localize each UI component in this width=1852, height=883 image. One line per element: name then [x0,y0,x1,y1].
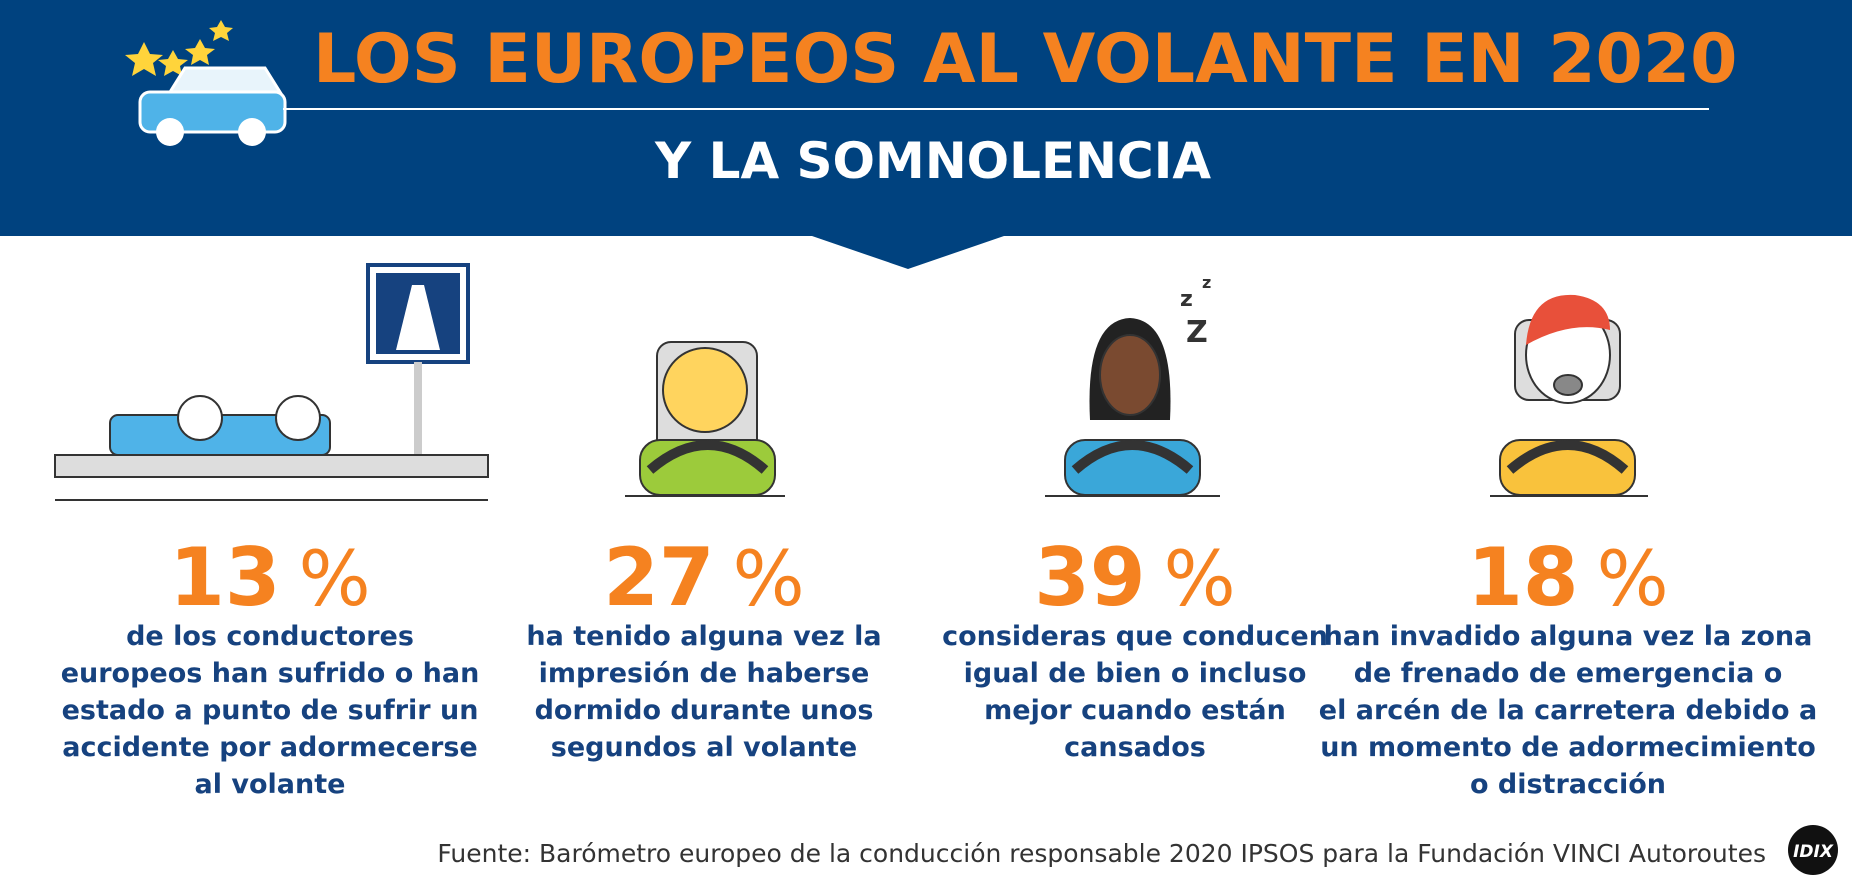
stat-percent: 18% [1467,531,1669,624]
header-notch [812,236,1004,269]
stat-value: 18 [1467,531,1578,624]
driver-distracted-icon [1490,294,1648,497]
stat-description-line: impresión de haberse [539,658,870,689]
stat-unit: % [299,534,371,623]
logo: IDIX [1793,842,1834,862]
stat-percent: 13% [169,531,371,624]
driver-sleeping-icon [625,341,785,497]
stat-description-line: el arcén de la carretera debido a [1319,695,1817,726]
stat-description-line: accidente por adormecerse [62,732,477,763]
svg-text:z: z [1180,287,1193,312]
source: Fuente: Barómetro europeo de la conducci… [437,839,1766,868]
stat-unit: % [1597,534,1669,623]
stat-description-line: al volante [195,769,346,800]
svg-text:Z: Z [1186,315,1208,350]
stat-value: 13 [169,531,280,624]
stat-description-line: segundos al volante [551,732,857,763]
stat-value: 39 [1034,531,1145,624]
stat-description-line: un momento de adormecimiento [1320,732,1816,763]
stat-percent: 27% [603,531,805,624]
stat-description-line: consideras que conducen [942,621,1328,652]
stat-unit: % [1164,534,1236,623]
stat-percent: 39% [1034,531,1236,624]
stat-description-line: de frenado de emergencia o [1354,658,1783,689]
stat-description-line: europeos han sufrido o han [61,658,480,689]
stat-description-line: mejor cuando están [984,695,1286,726]
stat-description-line: igual de bien o incluso [964,658,1307,689]
stat-description-line: de los conductores [126,621,414,652]
stat-description-line: o distracción [1470,769,1666,800]
stat-unit: % [733,534,805,623]
title: LOS EUROPEOS AL VOLANTE EN 2020 [313,20,1737,99]
road-icon [54,263,489,501]
header-car-icon [125,20,287,146]
svg-text:z: z [1202,273,1211,292]
stat-description-line: dormido durante unos [535,695,874,726]
header-band [0,0,1852,236]
stat-description-line: cansados [1064,732,1206,763]
stat-description-line: ha tenido alguna vez la [526,621,881,652]
stat-description-line: han invadido alguna vez la zona [1324,621,1813,652]
stat-value: 27 [603,531,714,624]
driver-tired-icon: z z Z [1045,273,1220,497]
logo-badge [1788,825,1838,875]
subtitle: Y LA SOMNOLENCIA [654,132,1211,190]
stat-description-line: estado a punto de sufrir un [62,695,479,726]
